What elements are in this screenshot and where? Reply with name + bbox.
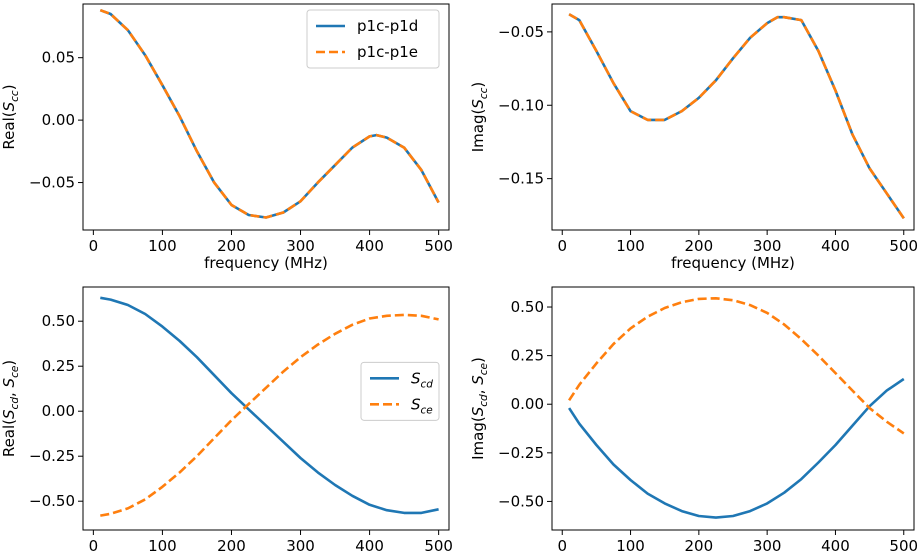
x-tick-label: 400 xyxy=(355,237,384,255)
x-tick-label: 200 xyxy=(217,537,246,555)
y-axis-label: Real(Scc) xyxy=(0,84,21,149)
x-tick-label: 100 xyxy=(148,537,177,555)
x-axis-label: frequency (MHz) xyxy=(671,554,795,556)
axes-frame xyxy=(82,286,450,531)
x-tick-label: 500 xyxy=(424,537,453,555)
x-tick-label: 300 xyxy=(286,237,315,255)
legend: p1c-p1d p1c-p1e xyxy=(306,9,440,69)
y-tick-label: −0.05 xyxy=(29,174,75,192)
series-line-s-ce xyxy=(568,297,905,435)
y-tick-label: 0.50 xyxy=(511,298,544,316)
series-line-p1c-p1e xyxy=(99,8,440,219)
x-tick-label: 500 xyxy=(889,237,918,255)
legend-frame xyxy=(306,9,440,69)
x-tick-label: 300 xyxy=(753,537,782,555)
legend-entry-label: Sce xyxy=(411,395,433,416)
y-tick-label: −0.25 xyxy=(498,444,544,462)
x-tick-label: 100 xyxy=(616,237,645,255)
y-tick-label: 0.00 xyxy=(42,111,75,129)
y-tick-label: 0.25 xyxy=(511,347,544,365)
y-axis-label: Imag(Scd, Sce) xyxy=(469,357,490,460)
legend-entry-label: p1c-p1d xyxy=(357,17,418,35)
x-tick-label: 400 xyxy=(821,237,850,255)
x-axis-label: frequency (MHz) xyxy=(204,554,328,556)
axes-frame xyxy=(82,3,450,231)
x-axis-label: frequency (MHz) xyxy=(671,254,795,272)
y-tick-label: 0.00 xyxy=(42,402,75,420)
legend: Scd Sce xyxy=(360,361,440,421)
x-tick-label: 100 xyxy=(148,237,177,255)
x-tick-label: 500 xyxy=(889,537,918,555)
legend-entry-label: Scd xyxy=(411,369,433,390)
y-tick-label: −0.05 xyxy=(498,23,544,41)
x-tick-label: 0 xyxy=(557,237,567,255)
x-tick-label: 500 xyxy=(424,237,453,255)
x-tick-label: 200 xyxy=(217,237,246,255)
axes-frame xyxy=(551,286,915,531)
axes-frame xyxy=(551,3,915,231)
series-line-s-cd xyxy=(100,296,439,515)
series-line-p1c-p1d xyxy=(568,13,905,220)
y-tick-label: 0.00 xyxy=(511,395,544,413)
y-axis-label: Imag(Scc) xyxy=(469,82,490,153)
chart-real-scd-sce: 0 100 200 300 400 500 −0.50 −0.25 0.00 0.25 0.50 fr… xyxy=(0,286,453,556)
x-tick-label: 200 xyxy=(685,237,714,255)
y-tick-label: −0.50 xyxy=(29,492,75,510)
x-tick-label: 400 xyxy=(821,537,850,555)
y-tick-label: 0.25 xyxy=(42,357,75,375)
x-tick-label: 300 xyxy=(753,237,782,255)
y-tick-label: 0.05 xyxy=(42,49,75,67)
x-axis-label: frequency (MHz) xyxy=(204,254,328,272)
x-tick-label: 0 xyxy=(89,237,99,255)
chart-imag-scc: 0 100 200 300 400 500 −0.15 −0.10 −0.05 frequency… xyxy=(469,3,918,272)
chart-imag-scd-sce: 0 100 200 300 400 500 −0.50 −0.25 0.00 0.25 0.50 fr… xyxy=(469,286,918,556)
series-line-s-ce xyxy=(100,313,439,517)
x-tick-label: 200 xyxy=(685,537,714,555)
legend-frame xyxy=(360,361,440,421)
x-tick-label: 0 xyxy=(89,537,99,555)
y-tick-label: −0.15 xyxy=(498,170,544,188)
x-tick-label: 300 xyxy=(286,537,315,555)
chart-real-scc: 0 100 200 300 400 500 −0.05 0.00 0.05 frequency (… xyxy=(0,3,453,272)
y-tick-label: −0.50 xyxy=(498,492,544,510)
x-tick-label: 100 xyxy=(616,537,645,555)
series-line-s-cd xyxy=(568,377,905,519)
y-axis-label: Real(Scd, Sce) xyxy=(0,360,21,457)
x-tick-label: 0 xyxy=(557,537,567,555)
series-line-p1c-p1e xyxy=(568,13,905,220)
y-tick-label: −0.25 xyxy=(29,447,75,465)
y-tick-label: 0.50 xyxy=(42,312,75,330)
y-tick-label: −0.10 xyxy=(498,96,544,114)
x-tick-label: 400 xyxy=(355,537,384,555)
legend-entry-label: p1c-p1e xyxy=(357,43,418,61)
